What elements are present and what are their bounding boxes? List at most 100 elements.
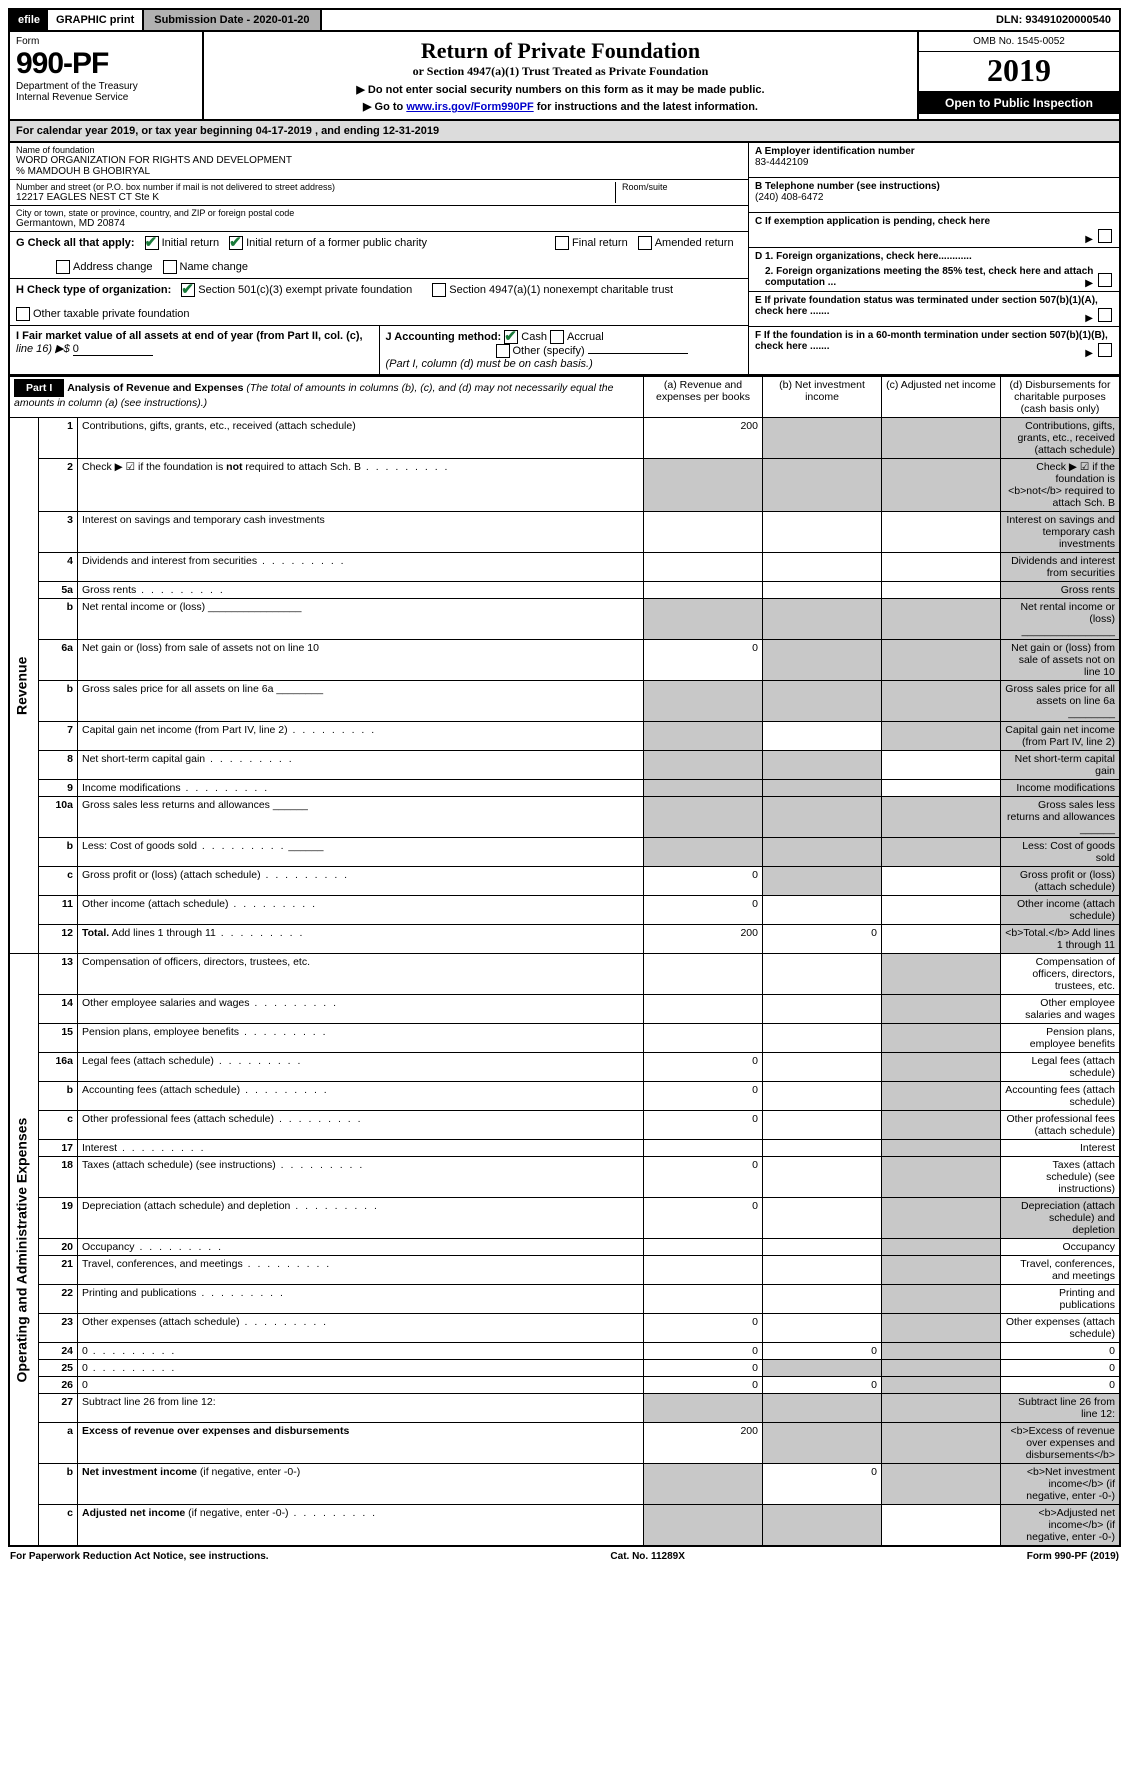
cell-d: Gross sales less returns and allowances … [1001, 797, 1121, 838]
cell-c [882, 1423, 1001, 1464]
row-number: 9 [39, 780, 78, 797]
row-description: Printing and publications [78, 1285, 644, 1314]
cell-d: 0 [1001, 1377, 1121, 1394]
col-a-header: (a) Revenue and expenses per books [644, 377, 763, 418]
cell-a [644, 1140, 763, 1157]
table-row: 10aGross sales less returns and allowanc… [9, 797, 1120, 838]
table-row: cAdjusted net income (if negative, enter… [9, 1505, 1120, 1547]
row-description: 0 [78, 1377, 644, 1394]
foundation-name: WORD ORGANIZATION FOR RIGHTS AND DEVELOP… [16, 155, 742, 166]
cell-d: Less: Cost of goods sold [1001, 838, 1121, 867]
table-row: bNet investment income (if negative, ent… [9, 1464, 1120, 1505]
row-number: 21 [39, 1256, 78, 1285]
row-description: Income modifications [78, 780, 644, 797]
initial-public-charity-checkbox[interactable] [229, 236, 243, 250]
cell-d: Other employee salaries and wages [1001, 995, 1121, 1024]
cell-d: Gross profit or (loss) (attach schedule) [1001, 867, 1121, 896]
row-description: 0 [78, 1343, 644, 1360]
final-return-checkbox[interactable] [555, 236, 569, 250]
row-description: Depreciation (attach schedule) and deple… [78, 1198, 644, 1239]
row-number: 15 [39, 1024, 78, 1053]
row-number: 23 [39, 1314, 78, 1343]
col-b-header: (b) Net investment income [763, 377, 882, 418]
cell-d: Check ▶ ☑ if the foundation is <b>not</b… [1001, 459, 1121, 512]
cell-a [644, 1024, 763, 1053]
cell-a [644, 512, 763, 553]
row-description: Dividends and interest from securities [78, 553, 644, 582]
name-change-checkbox[interactable] [163, 260, 177, 274]
other-method-checkbox[interactable] [496, 344, 510, 358]
cell-c [882, 1053, 1001, 1082]
a-ein-value: 83-4442109 [755, 157, 808, 168]
accrual-checkbox[interactable] [550, 330, 564, 344]
cell-a [644, 1464, 763, 1505]
cell-b [763, 797, 882, 838]
cell-b [763, 1423, 882, 1464]
cell-c [882, 1377, 1001, 1394]
row-number: 3 [39, 512, 78, 553]
cell-c [882, 1314, 1001, 1343]
cell-b: 0 [763, 1343, 882, 1360]
row-description: Other income (attach schedule) [78, 896, 644, 925]
calendar-year-row: For calendar year 2019, or tax year begi… [8, 121, 1121, 143]
row-number: 22 [39, 1285, 78, 1314]
row-description: Travel, conferences, and meetings [78, 1256, 644, 1285]
row-number: a [39, 1423, 78, 1464]
cell-c [882, 1198, 1001, 1239]
row-number: 14 [39, 995, 78, 1024]
c-pending-checkbox[interactable] [1098, 229, 1112, 243]
cell-a [644, 722, 763, 751]
initial-return-checkbox[interactable] [145, 236, 159, 250]
address-change-checkbox[interactable] [56, 260, 70, 274]
omb-number: OMB No. 1545-0052 [919, 32, 1119, 52]
e-checkbox[interactable] [1098, 308, 1112, 322]
cell-b [763, 1360, 882, 1377]
table-row: cOther professional fees (attach schedul… [9, 1111, 1120, 1140]
cell-a: 0 [644, 1343, 763, 1360]
cell-d: Legal fees (attach schedule) [1001, 1053, 1121, 1082]
501c3-checkbox[interactable] [181, 283, 195, 297]
e-label: E If private foundation status was termi… [755, 295, 1098, 317]
cell-a [644, 459, 763, 512]
cell-b [763, 512, 882, 553]
care-of: % MAMDOUH B GHOBIRYAL [16, 166, 742, 177]
row-description: Net investment income (if negative, ente… [78, 1464, 644, 1505]
room-suite-label: Room/suite [615, 182, 742, 203]
form-title: Return of Private Foundation [210, 38, 911, 64]
cell-d: Gross rents [1001, 582, 1121, 599]
f-checkbox[interactable] [1098, 343, 1112, 357]
amended-return-checkbox[interactable] [638, 236, 652, 250]
b-phone-value: (240) 408-6472 [755, 192, 823, 203]
cell-c [882, 954, 1001, 995]
cell-c [882, 838, 1001, 867]
cell-b [763, 780, 882, 797]
name-label: Name of foundation [16, 145, 742, 155]
cell-c [882, 553, 1001, 582]
cell-b [763, 582, 882, 599]
cell-a: 0 [644, 1082, 763, 1111]
part1-title: Analysis of Revenue and Expenses [67, 382, 243, 394]
cell-c [882, 681, 1001, 722]
cell-d: Net rental income or (loss) ____________… [1001, 599, 1121, 640]
instructions-link[interactable]: www.irs.gov/Form990PF [406, 101, 533, 113]
row-number: 12 [39, 925, 78, 954]
cell-b [763, 1053, 882, 1082]
4947a1-checkbox[interactable] [432, 283, 446, 297]
table-row: cGross profit or (loss) (attach schedule… [9, 867, 1120, 896]
arrow-icon: ▶ [1085, 313, 1093, 324]
cell-b [763, 1285, 882, 1314]
row-number: 16a [39, 1053, 78, 1082]
cell-a: 0 [644, 1111, 763, 1140]
d1-label: D 1. Foreign organizations, check here..… [755, 251, 972, 262]
graphic-print-label: GRAPHIC print [48, 10, 142, 30]
other-taxable-checkbox[interactable] [16, 307, 30, 321]
cell-d: Contributions, gifts, grants, etc., rece… [1001, 418, 1121, 459]
cell-a: 200 [644, 1423, 763, 1464]
row-number: 11 [39, 896, 78, 925]
cell-b [763, 1198, 882, 1239]
cash-checkbox[interactable] [504, 330, 518, 344]
d2-checkbox[interactable] [1098, 273, 1112, 287]
cell-c [882, 582, 1001, 599]
open-public-badge: Open to Public Inspection [919, 92, 1119, 114]
row-description: Gross sales less returns and allowances … [78, 797, 644, 838]
